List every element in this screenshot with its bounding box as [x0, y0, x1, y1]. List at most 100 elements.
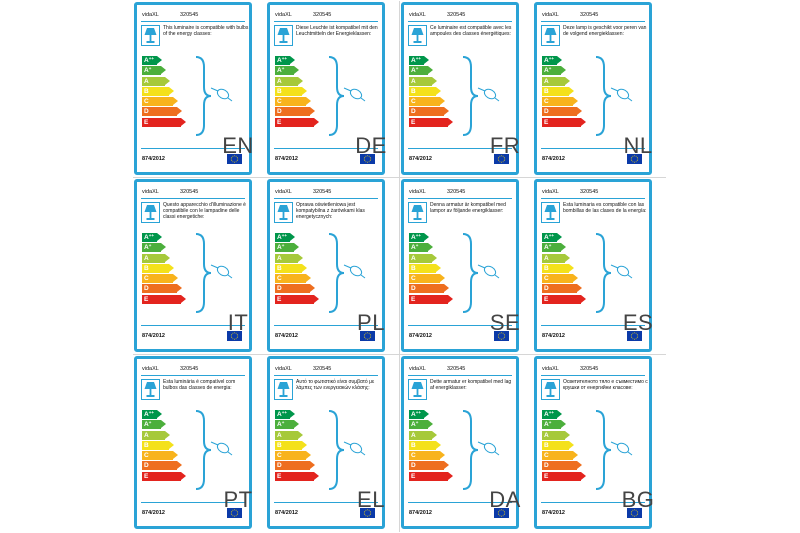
energy-class-letter: A [544, 411, 549, 418]
energy-class-letter: A [277, 67, 282, 75]
energy-class-letter: A [411, 421, 416, 429]
energy-class-letter: E [411, 472, 416, 480]
energy-class-letter: A [277, 411, 282, 418]
energy-class-bar: B [409, 86, 441, 96]
energy-class-bar: A+ [409, 243, 433, 253]
energy-label-cell: vidaXL 320545 Esta luminaria es compatible… [533, 178, 666, 355]
energy-label-card: vidaXL 320545 Diese Leuchte ist kompatibel… [267, 2, 385, 175]
energy-class-letter: A [411, 244, 416, 252]
eu-flag-icon [494, 154, 509, 164]
lamp-icon [541, 25, 560, 46]
energy-label-cell: vidaXL 320545 Осветителното тяло е съвмест… [533, 355, 666, 532]
energy-class-plus: + [148, 243, 152, 249]
energy-class-letter: A [277, 431, 282, 439]
energy-class-letter: D [144, 462, 149, 470]
energy-class-letter: E [144, 295, 149, 303]
energy-class-plus: + [281, 420, 285, 426]
energy-class-bar: C [142, 451, 178, 461]
energy-label-cell: vidaXL 320545 Diese Leuchte ist kompatibel… [266, 1, 400, 178]
energy-class-bar: C [542, 274, 578, 284]
energy-class-bar: A [409, 430, 437, 440]
compatibility-text: Esta luminária é compatível com bulbos d… [163, 379, 236, 391]
energy-class-letter: C [411, 275, 416, 283]
energy-class-bar: A++ [542, 233, 562, 242]
energy-class-bar: D [142, 107, 182, 117]
energy-class-letter: B [411, 87, 416, 95]
language-code: DE [355, 133, 387, 158]
regulation-number: 874/2012 [409, 156, 432, 162]
energy-class-bar: A [142, 253, 170, 263]
language-code: EN [222, 133, 254, 158]
energy-class-scale: A++ A+ A B C D E [142, 233, 186, 305]
energy-class-letter: C [144, 275, 149, 283]
energy-class-bar: D [275, 284, 315, 294]
energy-class-letter: D [277, 285, 282, 293]
energy-class-bar: D [542, 107, 582, 117]
energy-class-letter: A [277, 421, 282, 429]
energy-class-plus: ++ [415, 56, 421, 61]
header-divider [541, 375, 645, 376]
class-range-brace [327, 409, 383, 496]
eu-flag-icon [494, 508, 509, 518]
energy-class-bar: A [275, 430, 303, 440]
energy-class-plus: ++ [548, 233, 554, 238]
article-number: 320545 [180, 366, 199, 372]
regulation-number: 874/2012 [409, 510, 432, 516]
energy-class-letter: A [144, 411, 149, 418]
regulation-number: 874/2012 [142, 510, 165, 516]
energy-class-letter: D [544, 462, 549, 470]
energy-class-bar: E [142, 471, 186, 481]
energy-class-letter: A [144, 421, 149, 429]
brand-name: vidaXL [409, 12, 426, 18]
energy-class-bar: D [275, 107, 315, 117]
energy-class-letter: A [544, 254, 549, 262]
energy-class-bar: A+ [542, 66, 566, 76]
regulation-number: 874/2012 [409, 333, 432, 339]
energy-class-letter: D [544, 285, 549, 293]
energy-class-bar: B [409, 440, 441, 450]
brand-name: vidaXL [409, 366, 426, 372]
energy-class-plus: ++ [148, 56, 154, 61]
energy-class-bar: C [142, 97, 178, 107]
energy-label-card: vidaXL 320545 Deze lamp is geschikt voor p… [534, 2, 652, 175]
brand-name: vidaXL [275, 12, 292, 18]
class-range-brace [594, 232, 650, 319]
label-header: vidaXL 320545 [542, 366, 598, 372]
energy-class-bar: E [275, 471, 319, 481]
energy-label-card: vidaXL 320545 Осветителното тяло е съвмест… [534, 356, 652, 529]
article-number: 320545 [180, 12, 199, 18]
bulb-icon [477, 87, 500, 102]
energy-class-plus: + [281, 243, 285, 249]
energy-label-card: vidaXL 320545 Esta luminária é compatível … [134, 356, 252, 529]
footer-divider [408, 148, 512, 149]
energy-class-letter: A [144, 234, 149, 241]
energy-class-letter: B [411, 441, 416, 449]
label-header: vidaXL 320545 [142, 189, 198, 195]
energy-class-plus: + [415, 243, 419, 249]
label-header: vidaXL 320545 [409, 366, 465, 372]
article-number: 320545 [580, 366, 599, 372]
energy-class-letter: B [144, 441, 149, 449]
energy-class-bar: C [275, 97, 311, 107]
lamp-icon [141, 202, 160, 223]
energy-class-letter: E [144, 472, 149, 480]
energy-label-cell: vidaXL 320545 Dette armatur er kompatibel … [400, 355, 534, 532]
energy-class-plus: ++ [415, 410, 421, 415]
brand-name: vidaXL [275, 189, 292, 195]
lamp-icon [408, 379, 427, 400]
energy-class-letter: C [277, 98, 282, 106]
eu-flag-icon [627, 331, 642, 341]
energy-class-letter: B [277, 87, 282, 95]
energy-class-letter: B [144, 264, 149, 272]
energy-class-bar: E [409, 294, 453, 304]
energy-class-bar: D [142, 284, 182, 294]
energy-class-bar: D [409, 284, 449, 294]
energy-class-bar: C [542, 451, 578, 461]
energy-label-card: vidaXL 320545 This luminaire is compatible… [134, 2, 252, 175]
energy-class-bar: E [542, 471, 586, 481]
label-header: vidaXL 320545 [542, 12, 598, 18]
compatibility-text: Αυτό το φωτιστικό είναι συμβατό με λάμπε… [296, 379, 375, 391]
energy-class-scale: A++ A+ A B C D E [542, 410, 586, 482]
energy-class-letter: B [544, 441, 549, 449]
